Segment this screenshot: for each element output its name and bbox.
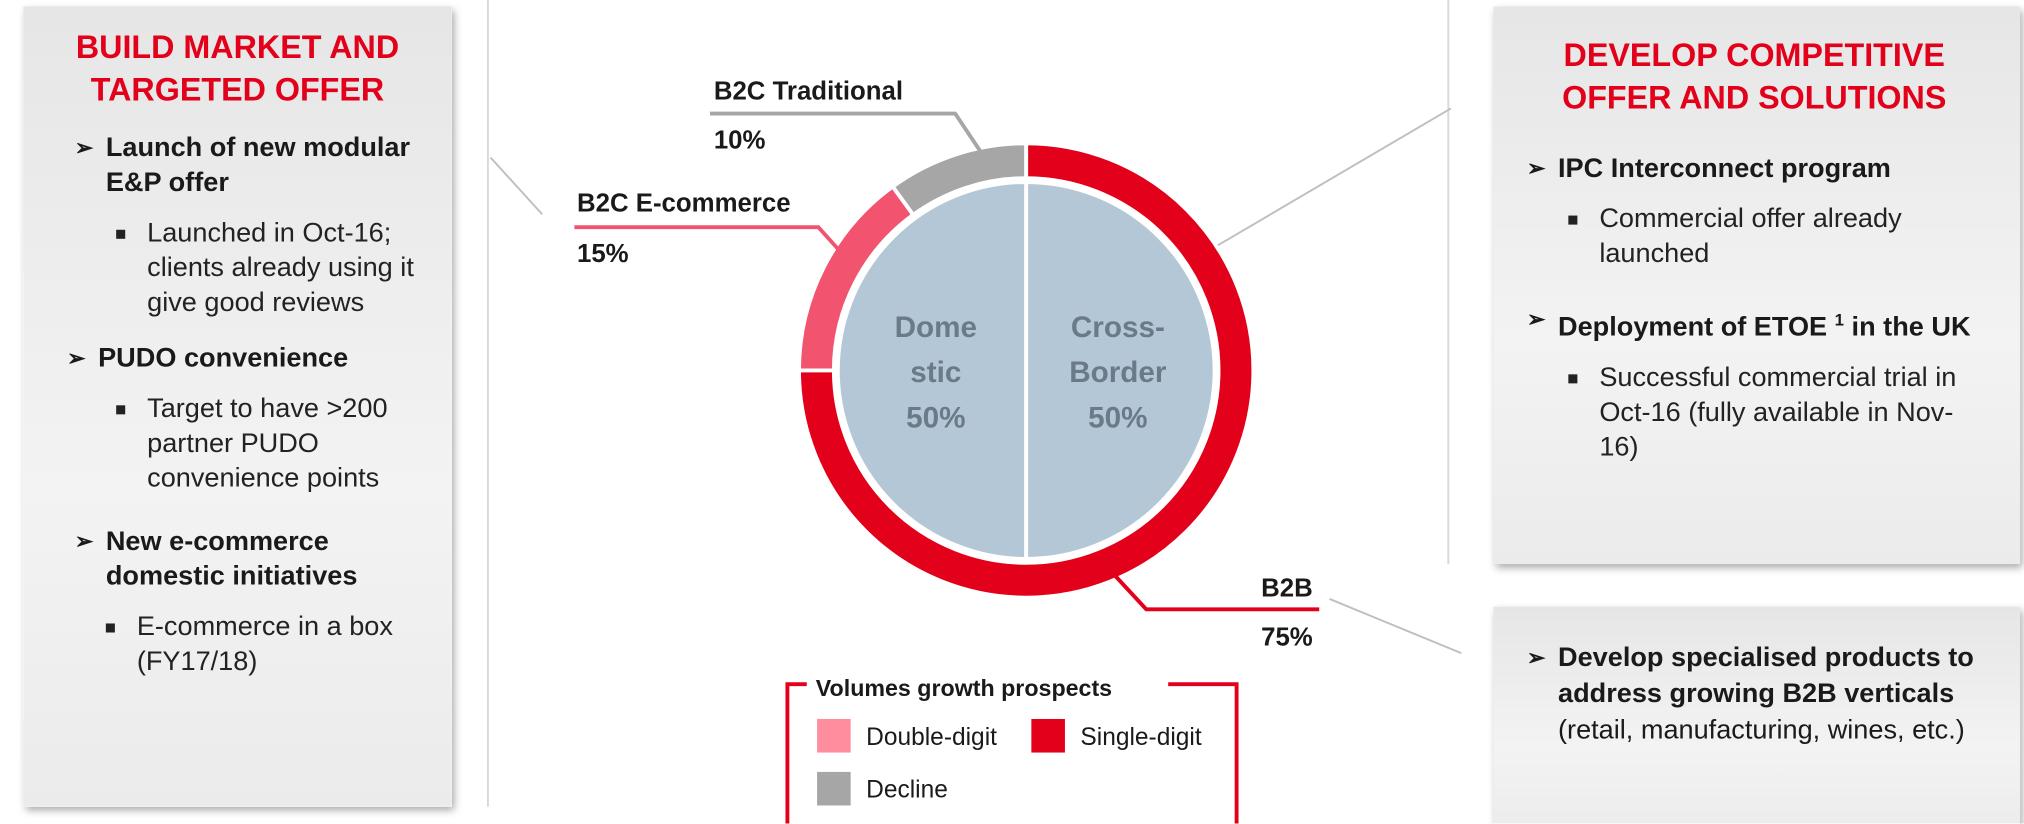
donut (797, 141, 1256, 600)
slice-label: stic (910, 356, 961, 389)
slice-value: 50% (1088, 401, 1147, 434)
bullet: Commercial offer already launched (1563, 201, 1981, 271)
item-heading: Develop specialised products to address … (1527, 640, 2007, 748)
segment-label: B2C Traditional (714, 77, 903, 105)
text: in the UK (1851, 312, 1971, 343)
text: (retail, manufacturing, wines, etc.) (1558, 715, 1965, 745)
item-heading: New e-commerce domestic initiatives (75, 524, 434, 594)
segment-value: 15% (577, 240, 629, 268)
item-heading: Deployment of ETOE 1 in the UK (1527, 302, 1981, 345)
footnote-mark: 1 (1834, 309, 1845, 330)
slice-label: Cross- (1071, 311, 1165, 344)
ring-segment (797, 183, 916, 373)
text: Develop specialised products to address … (1558, 642, 1974, 709)
legend-title: Volumes growth prospects (816, 675, 1112, 701)
item-heading: IPC Interconnect program (1527, 151, 1981, 186)
bullet: Successful commercial trial in Oct-16 (f… (1563, 360, 1981, 465)
connector (1329, 598, 1462, 655)
legend-label: Decline (866, 777, 948, 804)
right-top-panel: DEVELOP COMPETITIVE OFFER AND SOLUTIONS … (1493, 6, 2021, 565)
item-heading: Launch of new modular E&P offer (75, 130, 434, 200)
left-panel: BUILD MARKET AND TARGETED OFFER Launch o… (23, 6, 452, 807)
leader-line (574, 225, 844, 255)
bullet: Target to have >200 partner PUDO conveni… (111, 391, 434, 496)
text: Deployment of ETOE (1558, 312, 1828, 343)
legend-swatch (817, 771, 851, 806)
connector (489, 156, 543, 215)
legend-swatch (817, 718, 851, 753)
segment-value: 75% (1261, 623, 1313, 651)
slice-value: 50% (906, 401, 965, 434)
item-heading: PUDO convenience (67, 341, 434, 376)
pie-slice (835, 180, 1029, 561)
bullet: E-commerce in a box (FY17/18) (101, 609, 434, 679)
right-bottom-panel: Develop specialised products to address … (1493, 606, 2021, 824)
pie-slice (1024, 180, 1217, 561)
panel-title: DEVELOP COMPETITIVE OFFER AND SOLUTIONS (1562, 37, 1947, 117)
leader-line (1111, 571, 1320, 612)
leader-line (709, 111, 983, 154)
legend-frame (785, 682, 1239, 824)
segment-label: B2C E-commerce (577, 190, 791, 218)
panel-title: BUILD MARKET AND TARGETED OFFER (75, 29, 400, 109)
legend-label: Single-digit (1080, 724, 1201, 751)
slice-label: Dome (895, 311, 977, 344)
legend-swatch (1031, 718, 1065, 753)
segment-label: B2B (1261, 574, 1313, 602)
segment-value: 10% (714, 126, 766, 154)
legend-label: Double-digit (866, 724, 997, 751)
bullet: Launched in Oct-16; clients already usin… (111, 216, 434, 321)
ring-segment (797, 141, 1256, 600)
slice-label: Border (1069, 356, 1167, 389)
